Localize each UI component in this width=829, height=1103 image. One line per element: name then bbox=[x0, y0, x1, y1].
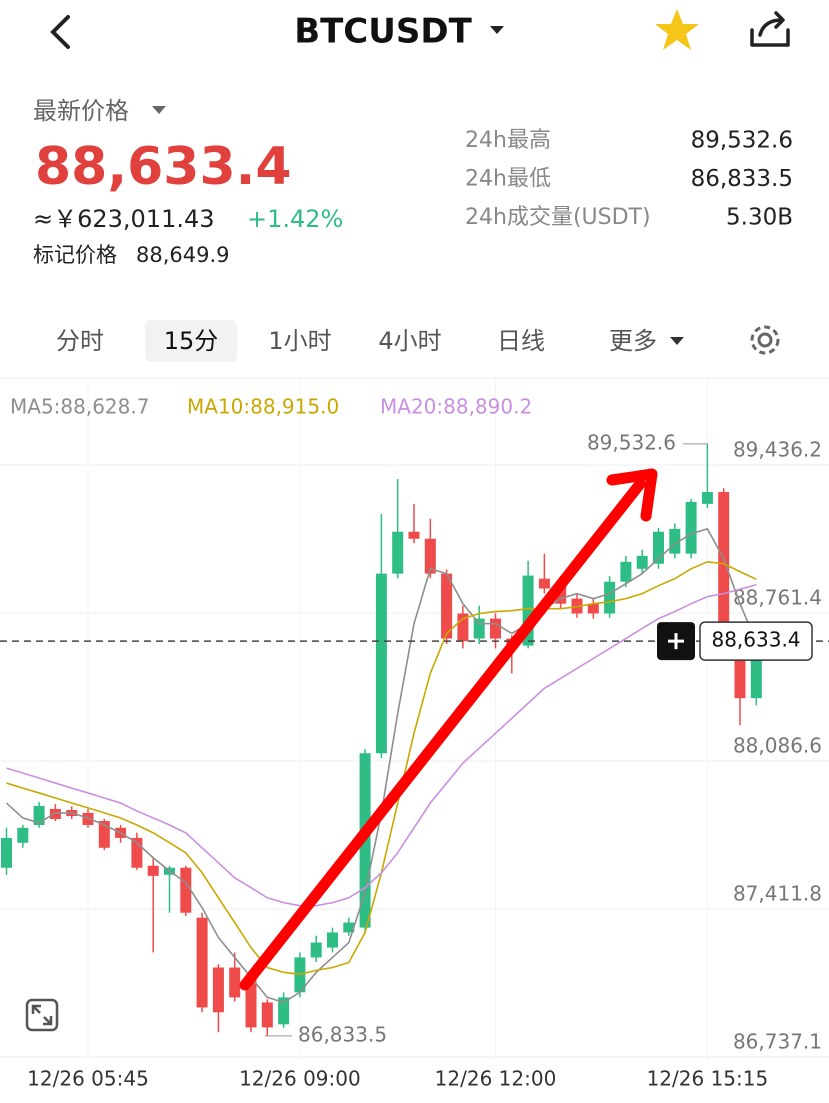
x-tick-label: 12/26 05:45 bbox=[27, 1067, 149, 1091]
timeframe-tab[interactable]: 日线 bbox=[497, 327, 545, 355]
stat-label: 24h成交量(USDT) bbox=[465, 205, 651, 230]
dropdown-icon[interactable] bbox=[152, 106, 166, 114]
favorite-star[interactable] bbox=[655, 9, 699, 50]
last-price-label: 88,633.4 bbox=[711, 628, 800, 652]
red-arrow-annotation bbox=[239, 468, 658, 991]
pair-title[interactable]: BTCUSDT bbox=[294, 12, 472, 52]
candle-body bbox=[538, 578, 550, 589]
candle-body bbox=[750, 641, 762, 699]
candle-body bbox=[685, 501, 697, 554]
stat-value: 89,532.6 bbox=[691, 128, 793, 154]
cny-price: ≈￥623,011.43 bbox=[33, 205, 215, 233]
candle-body bbox=[653, 531, 664, 564]
timeframe-tab[interactable]: 更多 bbox=[609, 327, 657, 355]
candle-body bbox=[701, 492, 713, 504]
candle-body bbox=[17, 827, 29, 843]
candle-body bbox=[473, 618, 485, 639]
mark-price: 88,649.9 bbox=[136, 243, 230, 267]
candle-body bbox=[147, 865, 159, 876]
plus-icon bbox=[668, 633, 684, 650]
candle-body bbox=[310, 942, 322, 958]
price-label: 最新价格 bbox=[33, 97, 129, 125]
chart: 86,737.1 87,411.8 88,086.6 88,761.4 89,436.2… bbox=[0, 378, 829, 1091]
timeframe-tab[interactable]: 1小时 bbox=[268, 327, 331, 355]
candle-body bbox=[734, 625, 746, 699]
candle-body bbox=[522, 575, 534, 646]
candle-body bbox=[636, 555, 648, 569]
stat-value: 86,833.5 bbox=[691, 166, 793, 192]
candle-body bbox=[229, 967, 241, 998]
candle-body bbox=[245, 977, 257, 1028]
candle-body bbox=[327, 932, 338, 948]
candle-body bbox=[1, 837, 12, 868]
candle-body bbox=[131, 837, 143, 868]
legend-entry: MA20:88,890.2 bbox=[380, 395, 532, 419]
candle-body bbox=[669, 528, 681, 554]
ma-line bbox=[6, 583, 757, 907]
active-tab-bg bbox=[145, 320, 237, 362]
stat-value: 5.30B bbox=[726, 205, 793, 231]
y-tick-label: 87,411.8 bbox=[733, 882, 822, 906]
timeframe-tab[interactable]: 15分 bbox=[164, 327, 219, 355]
candle-body bbox=[457, 613, 469, 642]
legend-entry: MA5:88,628.7 bbox=[10, 395, 149, 419]
high-label: 89,532.6 bbox=[587, 430, 676, 454]
candle-body bbox=[604, 581, 616, 614]
candle-body bbox=[196, 917, 208, 1008]
timeframe-tab[interactable]: 4小时 bbox=[378, 327, 441, 355]
candle-body bbox=[408, 531, 420, 539]
candle-body bbox=[98, 821, 110, 848]
candle-body bbox=[33, 805, 45, 825]
price-change: +1.42% bbox=[247, 205, 343, 233]
stat-label: 24h最高 bbox=[465, 128, 551, 153]
share-button[interactable] bbox=[750, 11, 790, 47]
y-tick-label: 88,086.6 bbox=[733, 734, 822, 758]
candle-body bbox=[490, 618, 501, 639]
candle-body bbox=[375, 573, 387, 754]
candle-body bbox=[555, 583, 567, 604]
legend-entry: MA10:88,915.0 bbox=[187, 395, 339, 419]
back-button[interactable] bbox=[50, 15, 70, 49]
candle-body bbox=[441, 573, 453, 639]
x-tick-label: 12/26 12:00 bbox=[435, 1067, 557, 1091]
low-label: 86,833.5 bbox=[298, 1022, 387, 1046]
candle-body bbox=[82, 812, 94, 825]
last-price: 88,633.4 bbox=[35, 137, 292, 197]
y-tick-label: 89,436.2 bbox=[733, 438, 822, 462]
candle-body bbox=[620, 561, 632, 582]
candle-body bbox=[587, 603, 599, 614]
candle-body bbox=[49, 808, 61, 820]
candle-body bbox=[180, 867, 192, 913]
candle-body bbox=[261, 1002, 273, 1028]
dropdown-icon[interactable] bbox=[490, 26, 504, 34]
y-tick-label: 88,761.4 bbox=[733, 586, 822, 610]
y-tick-label: 86,737.1 bbox=[733, 1029, 822, 1053]
mark-price-label: 标记价格 bbox=[33, 243, 117, 267]
candle-body bbox=[212, 967, 224, 1013]
fullscreen-button[interactable] bbox=[25, 998, 59, 1032]
candle-body bbox=[343, 922, 355, 933]
more-icon[interactable] bbox=[670, 337, 684, 345]
last-price-box bbox=[699, 621, 813, 661]
x-tick-label: 12/26 09:00 bbox=[239, 1067, 361, 1091]
candle-body bbox=[278, 997, 290, 1025]
x-tick-label: 12/26 15:15 bbox=[647, 1067, 769, 1091]
timeframe-tab[interactable]: 分时 bbox=[56, 327, 104, 355]
settings-button[interactable] bbox=[750, 325, 780, 355]
candle-body bbox=[392, 531, 404, 574]
candle-body bbox=[424, 538, 436, 574]
stat-label: 24h最低 bbox=[465, 167, 551, 192]
